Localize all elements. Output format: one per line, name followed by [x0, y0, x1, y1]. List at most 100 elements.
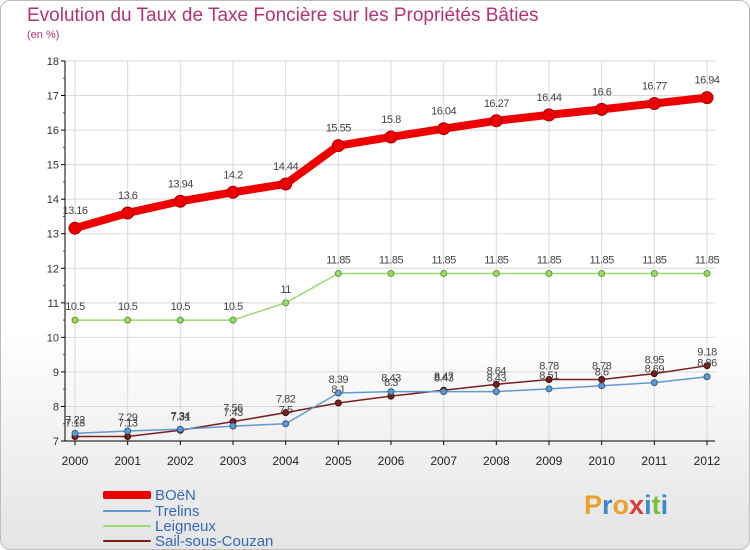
- data-label: 7.34: [171, 410, 191, 422]
- data-label: 7.13: [65, 418, 85, 430]
- y-tick-label: 18: [47, 56, 59, 68]
- data-label: 7.29: [118, 412, 138, 424]
- data-point: [703, 269, 711, 277]
- data-label: 10.5: [118, 301, 138, 313]
- y-tick-label: 7: [53, 436, 59, 448]
- y-tick-label: 14: [47, 194, 59, 206]
- legend-item-sail-sous-couzan: Sail-sous-Couzan: [103, 533, 273, 549]
- data-point: [173, 194, 187, 208]
- data-point: [71, 429, 79, 437]
- data-label: 11.85: [379, 254, 404, 266]
- data-point: [68, 221, 82, 235]
- data-label: 7.5: [279, 405, 293, 417]
- x-tick-label: 2002: [167, 454, 194, 468]
- data-label: 11.85: [695, 254, 720, 266]
- data-label: 14.2: [223, 169, 243, 181]
- data-point: [650, 379, 658, 387]
- x-tick-label: 2003: [220, 454, 247, 468]
- data-point: [598, 382, 606, 390]
- y-tick-label: 12: [47, 263, 59, 275]
- data-point: [229, 422, 237, 430]
- data-point: [703, 373, 711, 381]
- data-label: 8.51: [539, 370, 559, 382]
- data-label: 15.8: [381, 114, 401, 126]
- data-label: 8.3: [384, 377, 398, 389]
- logo-letter: t: [651, 490, 661, 520]
- x-tick-label: 2007: [430, 454, 457, 468]
- data-label: 8.69: [645, 364, 665, 376]
- data-label: 16.04: [431, 106, 456, 118]
- data-point: [282, 409, 290, 417]
- data-label: 8.78: [592, 361, 612, 373]
- data-label: 8.43: [487, 373, 507, 385]
- data-point: [226, 185, 240, 199]
- y-tick-label: 10: [47, 332, 59, 344]
- legend-swatch-boen: [103, 491, 151, 499]
- y-tick-label: 16: [47, 125, 59, 137]
- legend-label-trelins: Trelins: [155, 502, 200, 520]
- data-label: 8.39: [329, 374, 349, 386]
- y-tick-label: 8: [53, 401, 59, 413]
- x-tick-label: 2012: [694, 454, 721, 468]
- data-point: [282, 420, 290, 428]
- data-point: [334, 389, 342, 397]
- legend-label-sail-sous-couzan: Sail-sous-Couzan: [155, 532, 274, 550]
- data-label: 11.85: [642, 254, 667, 266]
- data-point: [647, 96, 661, 110]
- data-label: 7.56: [223, 403, 243, 415]
- x-tick-label: 2011: [641, 454, 667, 468]
- data-label: 11.85: [590, 254, 615, 266]
- data-label: 16.27: [484, 98, 509, 110]
- y-tick-label: 9: [53, 367, 59, 379]
- y-tick-label: 15: [47, 160, 59, 172]
- x-tick-label: 2005: [325, 454, 352, 468]
- data-label: 13.94: [168, 178, 193, 190]
- legend-item-boen: BOëN: [103, 487, 196, 504]
- data-point: [71, 316, 79, 324]
- data-label: 8.43: [381, 373, 401, 385]
- logo-letter: P: [584, 490, 603, 520]
- legend-label-leigneux: Leigneux: [155, 517, 216, 535]
- x-tick-label: 2004: [272, 454, 299, 468]
- data-point: [545, 269, 553, 277]
- data-point: [650, 370, 658, 378]
- data-label: 8.47: [434, 371, 454, 383]
- data-point: [124, 316, 132, 324]
- y-tick-label: 13: [47, 229, 59, 241]
- data-label: 7.82: [276, 394, 296, 406]
- data-label: 10.5: [65, 301, 85, 313]
- data-point: [331, 139, 345, 153]
- data-label: 11: [280, 284, 291, 296]
- legend-swatch-sail-sous-couzan: [103, 540, 151, 542]
- legend-item-leigneux: Leigneux: [103, 517, 216, 535]
- data-label: 8.64: [487, 365, 507, 377]
- data-point: [384, 130, 398, 144]
- data-point: [440, 269, 448, 277]
- data-point: [334, 399, 342, 407]
- data-label: 16.77: [642, 80, 667, 92]
- x-tick-label: 2010: [588, 454, 615, 468]
- data-label: 11.85: [537, 254, 562, 266]
- data-point: [492, 269, 500, 277]
- data-point: [650, 269, 658, 277]
- data-label: 8.95: [645, 355, 665, 367]
- data-label: 8.78: [539, 361, 559, 373]
- logo-letter: i: [644, 490, 652, 520]
- chart-title: Evolution du Taux de Taxe Foncière sur l…: [27, 5, 539, 26]
- proxiti-logo: Proxiti: [584, 490, 668, 521]
- data-point: [703, 362, 711, 370]
- data-label: 8.43: [434, 373, 454, 385]
- data-label: 11.85: [432, 254, 457, 266]
- data-label: 11.85: [326, 254, 351, 266]
- x-tick-label: 2001: [114, 454, 141, 468]
- data-point: [229, 316, 237, 324]
- x-tick-label: 2000: [62, 454, 89, 468]
- data-point: [545, 376, 553, 384]
- y-tick-label: 17: [47, 91, 59, 103]
- data-point: [387, 269, 395, 277]
- data-point: [437, 122, 451, 136]
- data-label: 10.5: [171, 301, 191, 313]
- data-point: [282, 299, 290, 307]
- data-point: [176, 316, 184, 324]
